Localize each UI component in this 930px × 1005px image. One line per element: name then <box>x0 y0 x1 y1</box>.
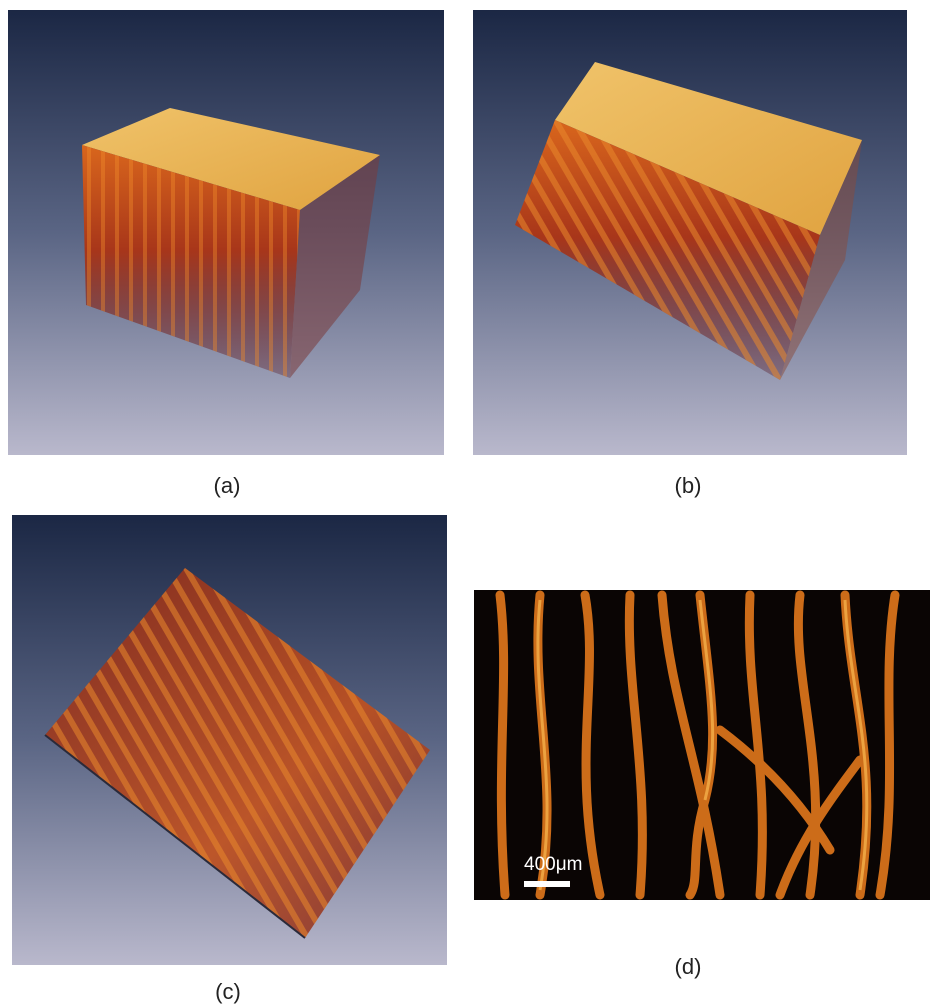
panel-label: (a) <box>214 473 241 498</box>
panel-c <box>12 515 447 965</box>
panel-label: (b) <box>675 473 702 498</box>
panel-label: (d) <box>675 954 702 979</box>
panel-b <box>473 10 907 455</box>
panel-d: 400μm <box>474 590 930 900</box>
figure: (a) (b) (c) <box>0 0 930 1005</box>
scale-bar <box>524 881 570 887</box>
scale-bar-label: 400μm <box>524 854 582 875</box>
panel-a <box>8 10 444 455</box>
panel-label: (c) <box>215 979 241 1004</box>
page: (a) (b) (c) <box>0 0 930 1005</box>
